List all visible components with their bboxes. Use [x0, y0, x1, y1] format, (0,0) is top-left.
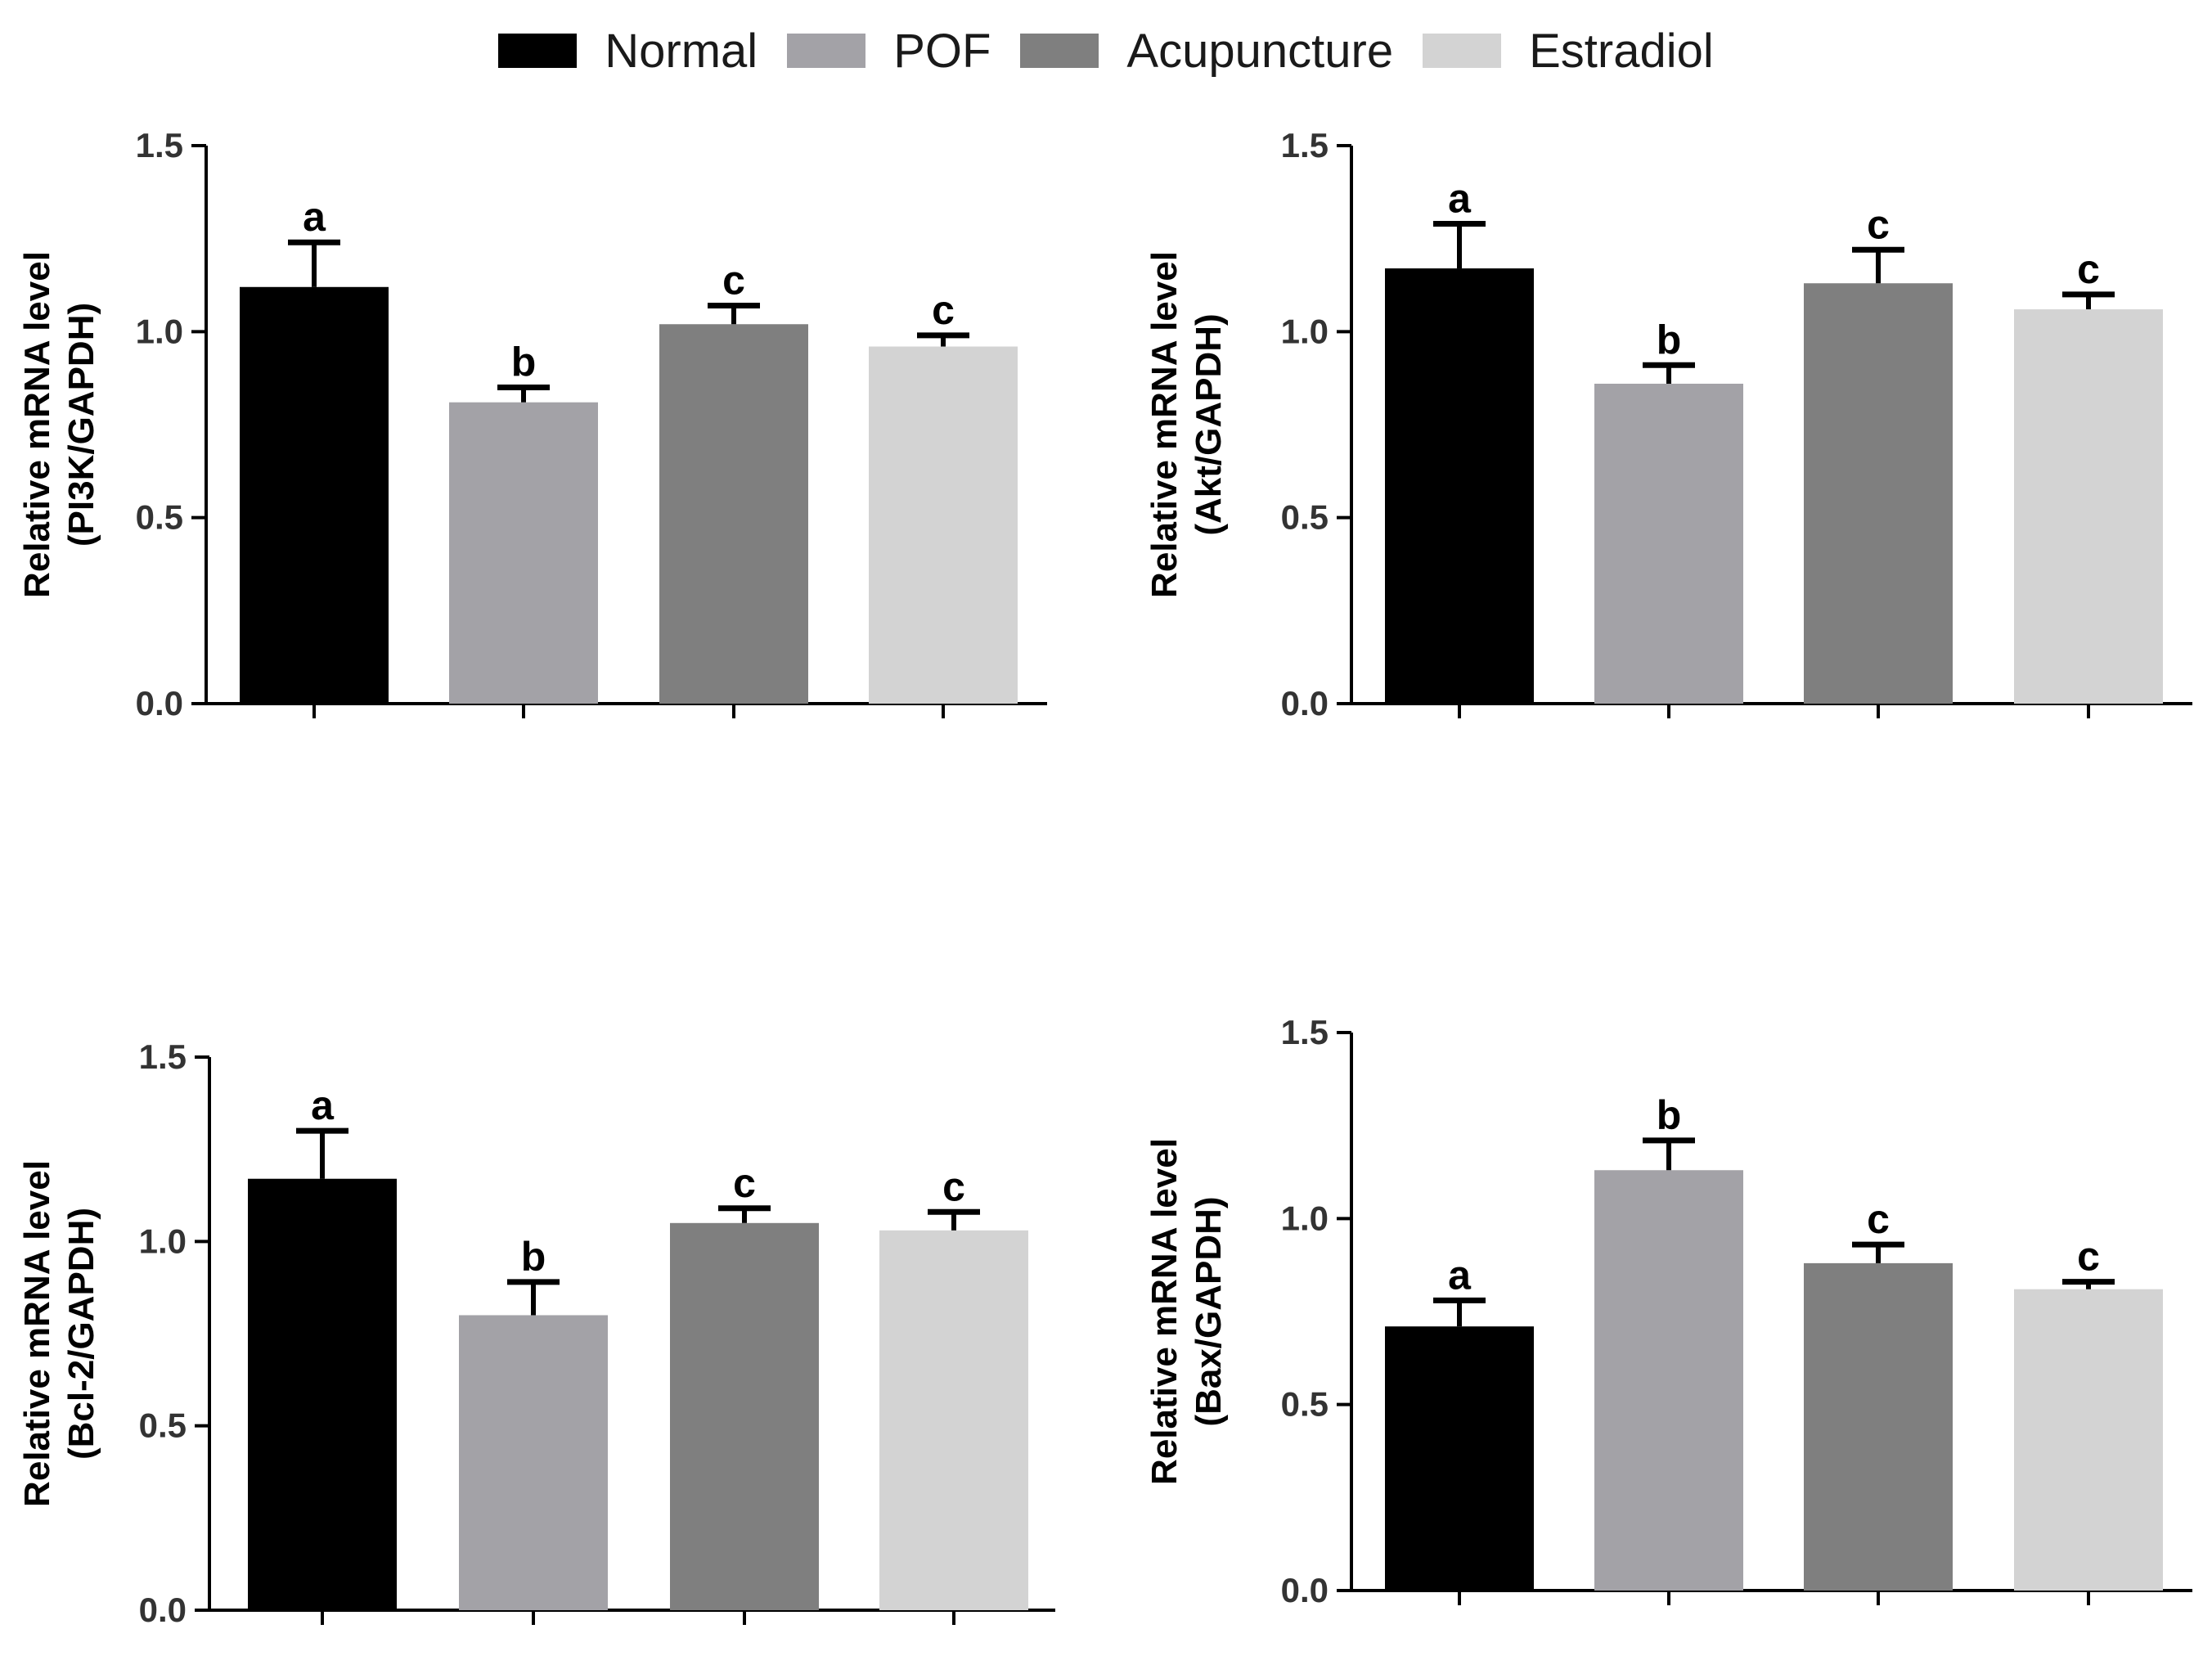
bar-estradiol	[2014, 1289, 2163, 1591]
significance-label: a	[1448, 1252, 1472, 1298]
legend-swatch-normal	[498, 34, 578, 68]
y-tick-label: 0.0	[1281, 684, 1329, 722]
significance-label: c	[2077, 1234, 2100, 1280]
significance-label: c	[733, 1160, 756, 1206]
y-tick-label: 0.5	[1281, 498, 1329, 537]
chart-panel-2: 0.0 0.5 1.0 1.5 a b c c Relative mRNA level (Akt/…	[1144, 126, 2192, 722]
legend-swatch-estradiol	[1423, 34, 1502, 68]
legend-label-estradiol: Estradiol	[1529, 24, 1714, 78]
bar-acupuncture	[670, 1222, 819, 1610]
y-tick-label: 1.0	[1281, 312, 1329, 350]
legend-item-acupuncture: Acupuncture	[1020, 24, 1393, 79]
legend-label-normal: Normal	[605, 24, 758, 78]
significance-label: c	[932, 287, 955, 333]
significance-label: c	[2077, 246, 2100, 292]
significance-label: a	[1448, 175, 1472, 221]
chart-panel-4: 0.0 0.5 1.0 1.5 a b c c Relative mRNA level (Bax/…	[1144, 1013, 2192, 1609]
y-tick-label: 1.5	[1281, 126, 1329, 164]
y-tick-label: 0.0	[139, 1591, 187, 1629]
bar-normal	[1385, 268, 1534, 704]
y-axis-subtitle: (Bax/GAPDH)	[1189, 1196, 1229, 1426]
bar-acupuncture	[1804, 1262, 1953, 1591]
significance-label: c	[722, 258, 745, 304]
y-axis-subtitle: (Bcl-2/GAPDH)	[61, 1208, 101, 1460]
y-axis-subtitle: (Akt/GAPDH)	[1189, 313, 1229, 535]
y-axis-title: Relative mRNA level	[17, 251, 57, 598]
bar-pof	[1594, 383, 1743, 704]
y-tick-label: 0.5	[1281, 1385, 1329, 1424]
legend-item-pof: POF	[787, 24, 991, 79]
y-tick-label: 0.5	[139, 1406, 187, 1445]
legend-label-pof: POF	[893, 24, 991, 78]
bar-estradiol	[869, 346, 1018, 704]
y-tick-label: 1.5	[1281, 1013, 1329, 1051]
bar-estradiol	[879, 1230, 1028, 1610]
y-tick-label: 1.0	[136, 312, 183, 350]
y-tick-label: 0.0	[1281, 1571, 1329, 1609]
chart-panel-3: 0.0 0.5 1.0 1.5 a b c c Relative mRNA level (Bcl-…	[17, 1037, 1055, 1629]
significance-label: c	[1867, 201, 1890, 247]
bar-normal	[240, 286, 389, 704]
legend: Normal POF Acupuncture Estradiol	[0, 18, 2212, 83]
legend-swatch-pof	[787, 34, 866, 68]
legend-item-estradiol: Estradiol	[1423, 24, 1714, 79]
significance-label: b	[521, 1234, 546, 1280]
y-tick-label: 1.5	[139, 1037, 187, 1076]
significance-label: b	[1657, 1092, 1682, 1138]
significance-label: b	[511, 340, 537, 385]
y-axis-title: Relative mRNA level	[1144, 251, 1185, 598]
bar-acupuncture	[1804, 283, 1953, 704]
legend-item-normal: Normal	[498, 24, 758, 79]
legend-label-acupuncture: Acupuncture	[1126, 24, 1394, 78]
significance-label: b	[1657, 317, 1682, 362]
y-tick-label: 1.0	[139, 1222, 187, 1260]
y-tick-label: 1.5	[136, 126, 183, 164]
significance-label: a	[303, 194, 326, 240]
bar-pof	[459, 1315, 608, 1610]
significance-label: a	[311, 1082, 335, 1128]
y-tick-label: 1.0	[1281, 1199, 1329, 1237]
y-tick-label: 0.0	[136, 684, 183, 722]
legend-swatch-acupuncture	[1020, 34, 1099, 68]
bar-estradiol	[2014, 309, 2163, 704]
bar-pof	[1594, 1170, 1743, 1591]
bar-pof	[449, 402, 598, 704]
y-axis-subtitle: (PI3K/GAPDH)	[61, 303, 101, 547]
bar-normal	[1385, 1326, 1534, 1591]
chart-panel-1: 0.0 0.5 1.0 1.5 a b c c Relative mRNA level (PI3K…	[17, 126, 1047, 722]
bar-normal	[248, 1178, 397, 1610]
y-tick-label: 0.5	[136, 498, 183, 537]
bar-acupuncture	[659, 324, 808, 704]
significance-label: c	[1867, 1196, 1890, 1242]
significance-label: c	[942, 1163, 965, 1209]
y-axis-title: Relative mRNA level	[17, 1160, 57, 1507]
y-axis-title: Relative mRNA level	[1144, 1138, 1185, 1485]
